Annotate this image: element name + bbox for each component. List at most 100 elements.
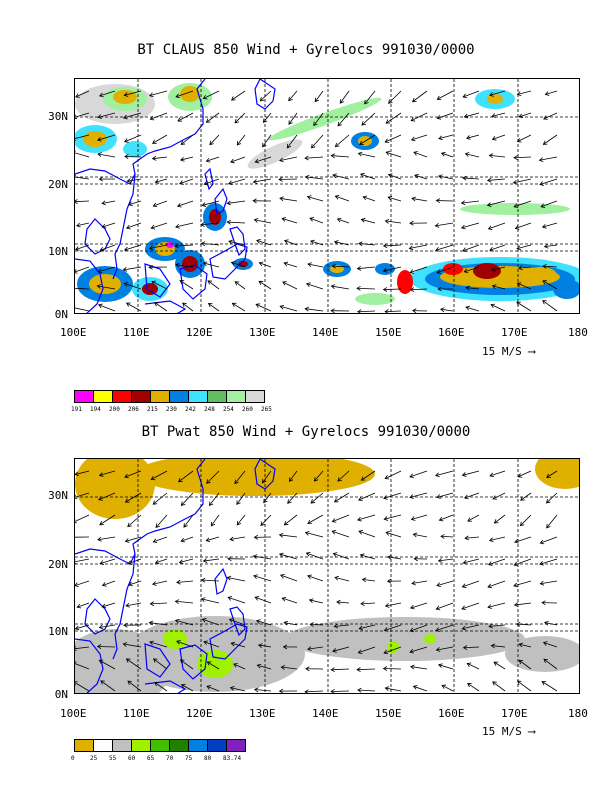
wind-vector — [358, 646, 376, 654]
wind-vector-head — [490, 303, 496, 309]
wind-vector — [181, 492, 194, 506]
wind-vector-head — [491, 284, 497, 289]
wind-vector — [236, 134, 246, 146]
panel-2-lon-150e: 150E — [375, 707, 402, 720]
wind-vector — [98, 304, 116, 312]
wind-vector — [333, 553, 350, 560]
colorbar-tick-label: 254 — [223, 406, 234, 413]
wind-vector-head — [357, 687, 362, 693]
wind-vector-head — [253, 534, 259, 540]
wind-vector — [438, 134, 454, 140]
colorbar-swatch — [74, 390, 94, 403]
wind-vector-head — [278, 532, 284, 538]
wind-vector-head — [179, 280, 185, 285]
wind-vector-head — [385, 150, 391, 156]
panel-1-lon-160e: 160E — [438, 326, 465, 339]
wind-vector — [210, 514, 220, 527]
wind-vector — [102, 580, 116, 586]
panel-2-title: BT Pwat 850 Wind + Gyrelocs 991030/0000 — [141, 424, 471, 440]
wind-vector-head — [229, 686, 235, 691]
wind-vector-head — [518, 642, 524, 648]
wind-vector-head — [436, 115, 442, 120]
wind-vector — [102, 222, 116, 228]
wind-vector-head — [411, 580, 416, 586]
wind-vector — [75, 134, 90, 139]
colorbar-tick-label: 191 — [71, 406, 82, 413]
wind-vector-head — [516, 91, 522, 97]
wind-vector-head — [413, 151, 418, 156]
wind-vector — [336, 601, 350, 604]
wind-vector-head — [514, 538, 519, 544]
wind-vector-head — [467, 683, 472, 688]
wind-vector-head — [263, 498, 268, 504]
wind-vector-head — [436, 95, 442, 100]
wind-vector-head — [123, 92, 129, 97]
wind-vector-head — [304, 531, 310, 536]
wind-vector-head — [174, 243, 179, 249]
wind-vector-head — [487, 583, 493, 589]
wind-vector-head — [412, 532, 418, 538]
wind-vector-head — [96, 644, 102, 649]
wind-vector-head — [356, 667, 361, 672]
wind-vector — [75, 624, 90, 630]
wind-vector-head — [409, 220, 414, 226]
panel-1-lat-0n: 0N — [54, 308, 68, 321]
wind-vector — [309, 217, 324, 224]
wind-vector — [75, 514, 90, 522]
panel-2-lon-100e: 100E — [60, 707, 87, 720]
wind-vector-head — [206, 685, 211, 690]
wind-vector — [411, 134, 428, 141]
wind-vector-head — [75, 582, 79, 587]
wind-vector-head — [541, 223, 547, 229]
wind-vector — [334, 492, 350, 503]
wind-vector — [461, 222, 480, 229]
wind-vector-head — [546, 473, 551, 478]
colorbar-tick-label: 75 — [185, 755, 193, 762]
wind-vector — [288, 90, 298, 101]
wind-vector-head — [180, 140, 186, 145]
wind-vector-head — [409, 473, 414, 479]
wind-vector — [358, 492, 376, 501]
wind-vector — [494, 514, 506, 524]
wind-vector — [411, 514, 428, 520]
wind-vector-head — [539, 561, 544, 566]
wind-vector-head — [152, 538, 158, 544]
wind-vector-head — [461, 583, 467, 589]
wind-vector — [305, 308, 324, 312]
wind-vector — [306, 552, 324, 560]
wind-vector — [513, 580, 532, 587]
wind-vector — [313, 112, 324, 126]
wind-vector-head — [148, 92, 154, 98]
wind-vector — [387, 556, 402, 560]
wind-vector-head — [360, 172, 365, 178]
wind-vector-head — [336, 599, 341, 605]
wind-vector — [126, 222, 142, 229]
wind-vector-head — [205, 157, 211, 163]
wind-vector — [97, 112, 116, 118]
wind-vector — [227, 577, 246, 582]
panel-1-map-svg — [75, 79, 579, 313]
wind-vector-head — [411, 196, 416, 202]
wind-vector-head — [288, 96, 293, 102]
wind-vector — [385, 602, 402, 607]
wind-vector-head — [98, 92, 104, 98]
wind-vector — [206, 112, 220, 123]
wind-vector — [411, 112, 428, 122]
wind-vector-head — [334, 142, 340, 148]
wind-vector-head — [99, 247, 105, 252]
wind-vector — [307, 196, 324, 202]
wind-vector-head — [357, 516, 362, 522]
wind-vector-head — [122, 267, 128, 272]
wind-vector — [361, 470, 376, 481]
wind-vector-head — [438, 135, 443, 141]
wind-vector-head — [152, 202, 158, 208]
wind-vector — [546, 514, 558, 529]
wind-vector-head — [75, 199, 78, 204]
wind-vector — [230, 687, 246, 692]
wind-vector-head — [101, 603, 107, 609]
wind-vector-head — [252, 554, 258, 560]
wind-vector-head — [384, 138, 390, 143]
wind-vector — [462, 580, 480, 588]
colorbar-swatch — [131, 739, 151, 752]
wind-vector-head — [127, 560, 132, 565]
